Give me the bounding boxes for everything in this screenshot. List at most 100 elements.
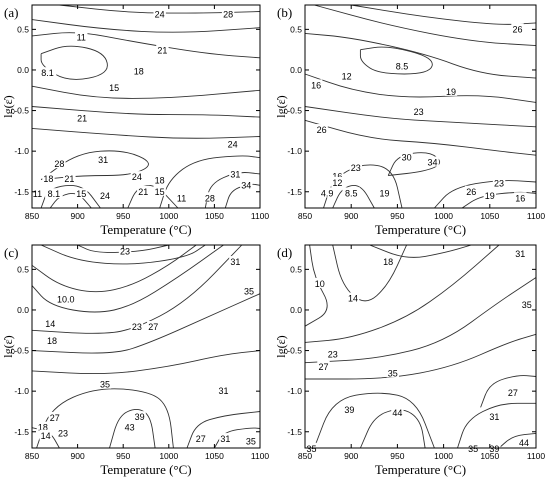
y-axis-label: lg(ε̇) xyxy=(274,95,288,117)
contour-label: 24 xyxy=(100,191,110,201)
contour-line xyxy=(498,432,537,449)
contour-label: 4.9 xyxy=(321,188,334,198)
contour-label-bg xyxy=(38,67,57,78)
contour-label-bg xyxy=(45,334,59,345)
contour-label-bg xyxy=(153,174,166,185)
contour-label: 35 xyxy=(388,368,398,378)
contour-label: 8.1 xyxy=(48,189,61,199)
contour-label: 44 xyxy=(519,438,529,448)
contour-label: 11 xyxy=(177,193,186,203)
x-tick-label: 1000 xyxy=(434,211,453,221)
x-tick-label: 1050 xyxy=(205,211,224,221)
contour-label: 23 xyxy=(132,322,142,332)
x-tick-label: 850 xyxy=(298,211,312,221)
x-axis-label: Temperature (°C) xyxy=(100,222,191,237)
contour-label-bg xyxy=(313,277,326,288)
contour-label: 15 xyxy=(109,83,119,93)
contour-line xyxy=(31,19,261,33)
contour-label: 31 xyxy=(515,249,525,259)
contour-label-bg xyxy=(229,256,242,267)
contour-label: 18 xyxy=(134,67,144,77)
contour-label-bg xyxy=(240,179,253,190)
y-tick-label: 0.0 xyxy=(17,305,29,315)
contour-label: 12 xyxy=(332,178,342,188)
contour-line xyxy=(387,152,441,176)
contour-label-bg xyxy=(318,187,336,198)
contour-label-bg xyxy=(412,106,425,117)
contour-label: 19 xyxy=(446,87,456,97)
contour-label-bg xyxy=(130,321,144,332)
x-tick-label: 1050 xyxy=(205,451,224,461)
y-tick-label: 0.5 xyxy=(17,24,29,34)
contour-label: 14 xyxy=(45,319,55,329)
contour-label-bg xyxy=(340,70,353,81)
x-tick-label: 950 xyxy=(116,451,130,461)
y-axis-label: lg(ε̇) xyxy=(1,95,15,117)
y-tick-label: -1.5 xyxy=(287,187,302,197)
contour-label-bg xyxy=(96,154,110,165)
y-tick-label: 0.5 xyxy=(17,264,29,274)
contour-label: 23 xyxy=(328,350,338,360)
contour-label-bg xyxy=(98,378,112,389)
contour-line xyxy=(457,402,536,449)
contour-label: 27 xyxy=(148,322,158,332)
x-tick-label: 1000 xyxy=(159,451,178,461)
contour-label-bg xyxy=(331,176,344,187)
contour-line xyxy=(31,244,243,334)
contour-label-bg xyxy=(48,411,61,422)
contour-label-bg xyxy=(488,411,501,422)
contour-label: 27 xyxy=(508,388,518,398)
y-tick-label: -1.0 xyxy=(287,146,302,156)
contour-label: 18 xyxy=(43,174,53,184)
contour-label: 44 xyxy=(392,408,402,418)
contour-label-bg xyxy=(175,192,188,203)
y-tick-label: 0.0 xyxy=(290,305,302,315)
contour-label: 35 xyxy=(306,444,316,454)
x-tick-label: 950 xyxy=(116,211,130,221)
contour-label: 31 xyxy=(489,412,499,422)
contour-label-bg xyxy=(44,317,57,328)
y-tick-label: -1.0 xyxy=(287,386,302,396)
contour-line xyxy=(332,244,408,302)
contour-label: 18 xyxy=(47,336,57,346)
contour-label: 26 xyxy=(317,125,327,135)
contour-label-bg xyxy=(107,81,121,92)
contour-label: 35 xyxy=(468,444,478,454)
contour-label-bg xyxy=(217,385,230,396)
contour-label: 35 xyxy=(522,300,532,310)
contour-label-bg xyxy=(517,437,531,448)
contour-label: 31 xyxy=(98,155,108,165)
plot-frame xyxy=(31,244,261,449)
contour-label: 26 xyxy=(513,24,523,34)
contour-label: 11 xyxy=(77,32,86,42)
plot-frame xyxy=(31,4,261,209)
contour-label-bg xyxy=(156,44,169,55)
contour-label-bg xyxy=(386,367,399,378)
contour-label-bg xyxy=(45,188,63,199)
contour-label-bg xyxy=(153,8,166,19)
contour-label-bg xyxy=(520,299,533,310)
contour-label-bg xyxy=(53,158,66,169)
contour-label-bg xyxy=(242,285,256,296)
contour-label: 23 xyxy=(58,428,68,438)
contour-line xyxy=(304,73,537,103)
contour-label: 15 xyxy=(76,189,86,199)
contour-line xyxy=(186,411,261,449)
contour-label-bg xyxy=(147,321,160,332)
contour-label: 39 xyxy=(344,405,354,415)
x-tick-label: 900 xyxy=(344,211,358,221)
contour-label: 21 xyxy=(138,187,148,197)
contour-line xyxy=(304,119,537,156)
x-tick-label: 1050 xyxy=(480,451,499,461)
contour-label: 8.5 xyxy=(345,188,358,198)
y-tick-label: 0.0 xyxy=(290,65,302,75)
x-tick-label: 950 xyxy=(390,451,404,461)
x-tick-label: 900 xyxy=(71,451,85,461)
contour-line xyxy=(369,244,472,258)
contour-label-bg xyxy=(514,192,527,203)
panel-label: (a) xyxy=(4,5,18,20)
contour-label: 18 xyxy=(383,257,393,267)
x-tick-label: 900 xyxy=(71,211,85,221)
contour-label: 12 xyxy=(342,71,352,81)
contour-label-bg xyxy=(465,185,478,196)
